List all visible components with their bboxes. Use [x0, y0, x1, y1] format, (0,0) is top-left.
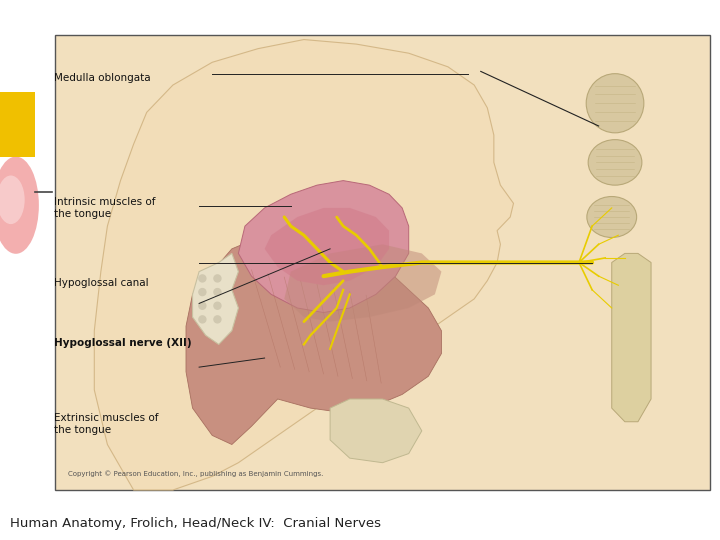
Ellipse shape: [0, 176, 24, 224]
Polygon shape: [94, 39, 513, 490]
Polygon shape: [265, 208, 389, 285]
Polygon shape: [612, 253, 651, 422]
Ellipse shape: [586, 73, 644, 133]
Polygon shape: [330, 399, 422, 463]
Polygon shape: [186, 235, 441, 444]
Circle shape: [199, 288, 206, 295]
Ellipse shape: [587, 197, 636, 238]
Polygon shape: [238, 180, 409, 313]
Text: Intrinsic muscles of
the tongue: Intrinsic muscles of the tongue: [54, 197, 156, 219]
Polygon shape: [284, 244, 441, 322]
Text: Extrinsic muscles of
the tongue: Extrinsic muscles of the tongue: [54, 413, 158, 435]
Text: Hypoglossal canal: Hypoglossal canal: [54, 279, 148, 288]
Circle shape: [199, 275, 206, 282]
Text: Human Anatomy, Frolich, Head/Neck IV:  Cranial Nerves: Human Anatomy, Frolich, Head/Neck IV: Cr…: [10, 517, 381, 530]
Text: Medulla oblongata: Medulla oblongata: [54, 73, 150, 83]
Ellipse shape: [588, 140, 642, 185]
Bar: [55, 35, 710, 490]
Text: Hypoglossal nerve (XII): Hypoglossal nerve (XII): [54, 338, 192, 348]
Text: Copyright © Pearson Education, Inc., publishing as Benjamin Cummings.: Copyright © Pearson Education, Inc., pub…: [68, 471, 323, 477]
Circle shape: [199, 302, 206, 309]
Circle shape: [199, 316, 206, 323]
Ellipse shape: [0, 157, 39, 254]
Circle shape: [214, 275, 221, 282]
Polygon shape: [192, 253, 238, 345]
Circle shape: [214, 316, 221, 323]
Bar: [0, 92, 35, 157]
Circle shape: [214, 288, 221, 295]
Circle shape: [214, 302, 221, 309]
